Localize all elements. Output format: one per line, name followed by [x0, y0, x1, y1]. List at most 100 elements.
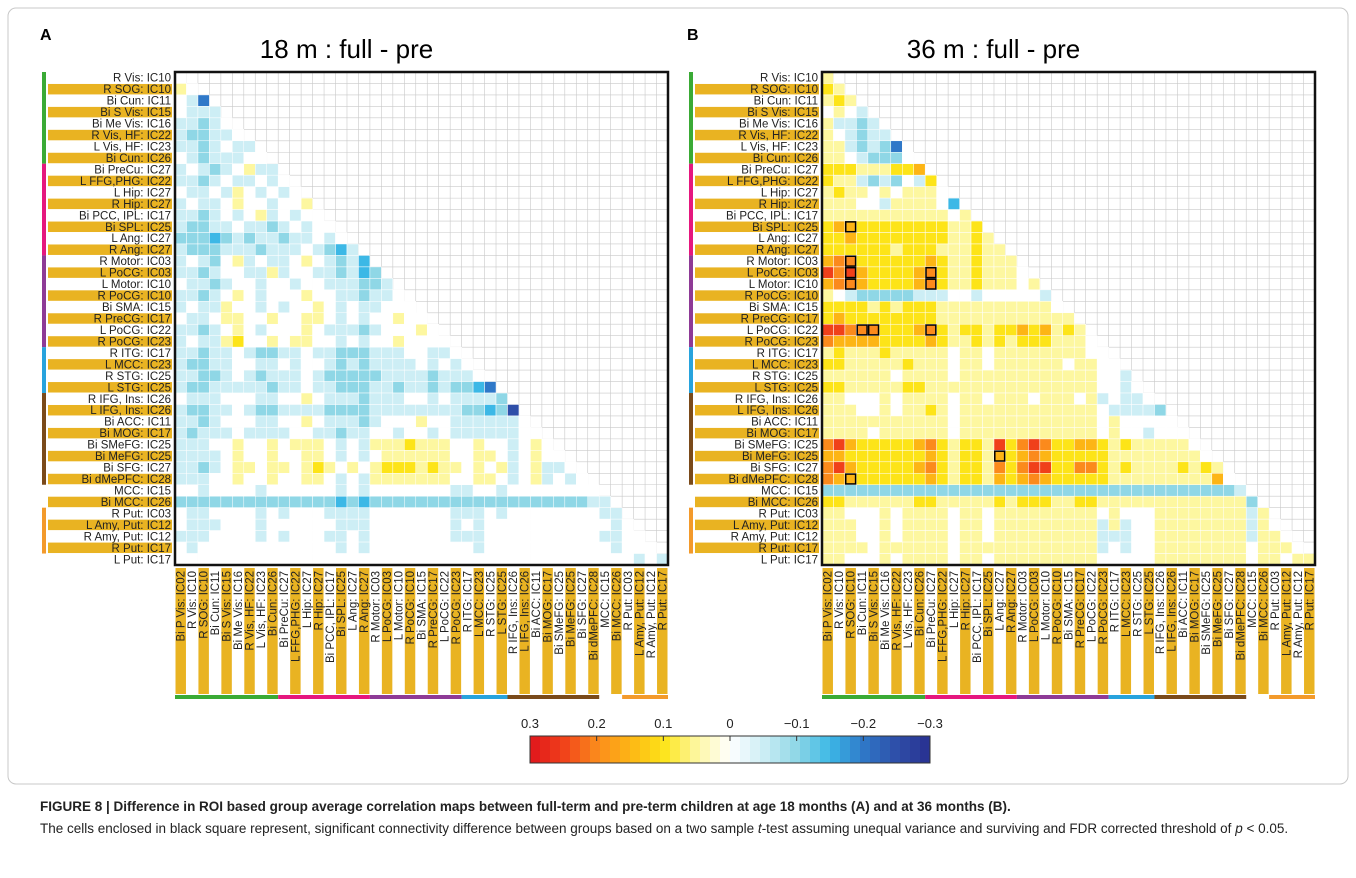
group-bar	[1154, 695, 1247, 699]
matrix-cell	[358, 392, 371, 405]
matrix-cell	[255, 335, 267, 348]
matrix-cell	[833, 473, 846, 485]
matrix-cell	[438, 404, 451, 417]
colorbar-segment	[830, 736, 841, 763]
matrix-cell	[323, 404, 336, 417]
matrix-cell	[530, 495, 543, 508]
matrix-cell	[1108, 461, 1121, 474]
matrix-cell	[1073, 473, 1086, 485]
matrix-cell	[1223, 473, 1235, 485]
matrix-cell	[335, 541, 348, 554]
matrix-cell	[266, 415, 279, 428]
matrix-cell	[1028, 438, 1041, 451]
matrix-cell	[243, 381, 256, 394]
matrix-cell	[1062, 541, 1075, 554]
matrix-cell	[890, 278, 903, 291]
matrix-cell	[587, 495, 600, 508]
matrix-cell	[530, 530, 543, 543]
column-label: MCC: IC15	[1247, 571, 1259, 628]
matrix-cell	[289, 358, 302, 371]
matrix-cell	[415, 427, 428, 440]
column-label-bg	[381, 568, 393, 694]
column-label-bg	[290, 568, 301, 694]
matrix-cell	[209, 392, 222, 405]
matrix-cell	[833, 94, 846, 107]
matrix-cell	[335, 518, 348, 531]
matrix-cell	[936, 507, 949, 520]
matrix-cell	[867, 473, 880, 485]
matrix-cell	[993, 381, 1006, 394]
matrix-cell	[1188, 518, 1201, 531]
matrix-cell	[1051, 450, 1064, 463]
matrix-cell	[1085, 381, 1098, 394]
matrix-cell	[1211, 518, 1224, 531]
column-label-bg	[473, 568, 485, 694]
matrix-cell	[1005, 507, 1018, 520]
matrix-cell	[879, 553, 892, 566]
column-label: R Put: IC03	[623, 571, 635, 630]
matrix-cell	[959, 278, 972, 291]
matrix-cell	[381, 404, 394, 417]
matrix-cell	[392, 346, 405, 359]
column-label: L FFG,PHG: IC22	[290, 571, 302, 662]
row-label: R PreCG: IC17	[741, 314, 818, 326]
matrix-cell	[220, 209, 233, 222]
matrix-cell	[449, 461, 462, 474]
matrix-cell	[312, 495, 325, 508]
matrix-cell	[369, 335, 382, 348]
matrix-cell	[381, 289, 394, 302]
matrix-cell	[289, 404, 302, 417]
matrix-cell	[484, 438, 497, 451]
column-label-bg	[1143, 568, 1154, 694]
matrix-cell	[289, 220, 302, 233]
matrix-cell	[346, 358, 359, 371]
matrix-cell	[833, 381, 846, 394]
matrix-cell	[1108, 473, 1121, 485]
colorbar-segment	[900, 736, 911, 763]
matrix-cell	[518, 541, 531, 554]
matrix-cell	[209, 335, 222, 348]
matrix-cell	[1051, 415, 1064, 428]
column-label: L Hip: IC27	[949, 571, 961, 628]
matrix-cell	[392, 369, 405, 382]
matrix-cell	[833, 415, 846, 428]
colorbar-tick-label: −0.3	[917, 716, 943, 731]
matrix-cell	[553, 530, 566, 543]
matrix-cell	[415, 415, 428, 428]
matrix-cell	[833, 427, 846, 440]
matrix-cell	[209, 106, 222, 119]
matrix-cell	[856, 450, 869, 463]
matrix-cell	[1108, 518, 1121, 531]
matrix-cell	[415, 541, 428, 554]
matrix-cell	[358, 415, 371, 428]
matrix-cell	[541, 530, 554, 543]
matrix-cell	[323, 518, 336, 531]
matrix-cell	[1073, 369, 1086, 382]
matrix-cell	[1062, 427, 1075, 440]
matrix-cell	[856, 346, 869, 359]
matrix-cell	[867, 450, 880, 463]
matrix-cell	[902, 278, 914, 291]
matrix-cell	[879, 450, 892, 463]
column-label: L Amy, Put: IC12	[1281, 571, 1293, 656]
matrix-cell	[1119, 392, 1132, 405]
matrix-cell	[1028, 541, 1041, 554]
matrix-cell	[913, 381, 926, 394]
matrix-cell	[879, 323, 892, 336]
matrix-cell	[856, 106, 869, 119]
matrix-cell	[220, 392, 233, 405]
matrix-cell	[300, 346, 313, 359]
column-label: R Vis: IC10	[834, 571, 846, 629]
matrix-cell	[1142, 415, 1155, 428]
matrix-cell	[426, 461, 439, 474]
matrix-cell	[1062, 404, 1075, 417]
column-label: L Amy, Put: IC12	[634, 571, 646, 656]
matrix-cell	[461, 438, 474, 451]
row-label: R Ang: IC27	[109, 245, 171, 257]
matrix-cell	[1062, 530, 1075, 543]
matrix-cell	[821, 255, 834, 268]
matrix-cell	[404, 461, 417, 474]
matrix-cell	[266, 232, 279, 245]
matrix-cell	[300, 255, 313, 268]
matrix-cell	[867, 346, 880, 359]
